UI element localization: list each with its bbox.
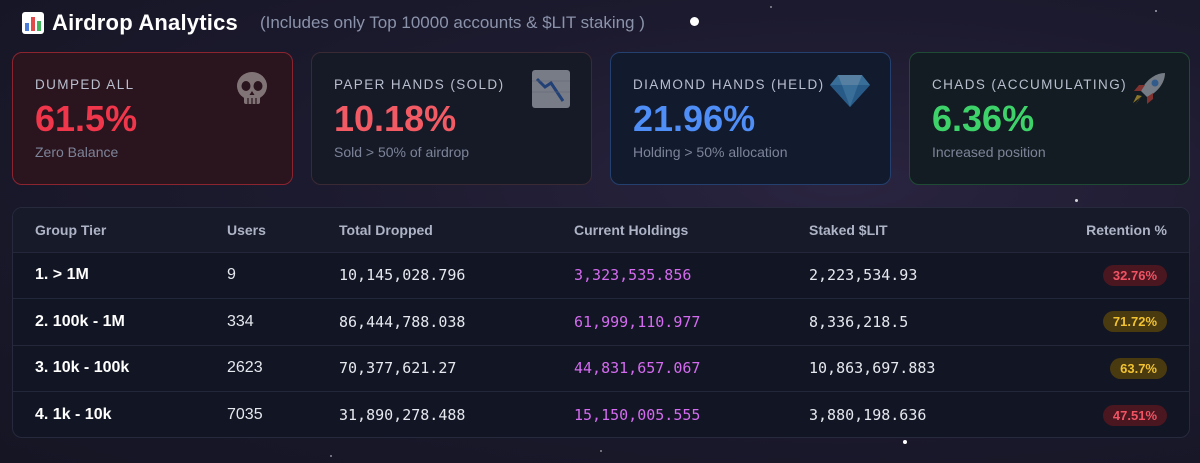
column-header-retention[interactable]: Retention % <box>1022 208 1189 252</box>
card-diamond-hands: DIAMOND HANDS (HELD) 21.96% Holding > 50… <box>610 52 891 185</box>
column-header-dropped[interactable]: Total Dropped <box>317 208 552 252</box>
cell-tier: 2. 100k - 1M <box>13 298 205 345</box>
star-decoration <box>1155 10 1157 12</box>
rocket-icon <box>1133 73 1165 105</box>
card-title: CHADS (ACCUMULATING) <box>932 77 1128 92</box>
cell-holdings: 61,999,110.977 <box>552 298 787 345</box>
stat-cards: DUMPED ALL 61.5% Zero Balance PAPER HAND… <box>12 52 1190 185</box>
cell-users: 9 <box>205 251 317 299</box>
star-decoration <box>330 455 332 457</box>
retention-badge: 32.76% <box>1102 264 1167 286</box>
card-value: 6.36% <box>932 98 1035 139</box>
cell-dropped: 10,145,028.796 <box>317 251 552 299</box>
cell-holdings: 44,831,657.067 <box>552 344 787 392</box>
card-subtitle: Holding > 50% allocation <box>633 144 788 160</box>
cell-dropped: 70,377,621.27 <box>317 344 552 392</box>
cell-users: 334 <box>205 298 317 345</box>
gem-icon <box>830 75 870 107</box>
card-paper-hands: PAPER HANDS (SOLD) 10.18% Sold > 50% of … <box>311 52 592 185</box>
cell-retention: 47.51% <box>1022 391 1189 437</box>
page-header: Airdrop Analytics (Includes only Top 100… <box>22 8 645 38</box>
column-header-users[interactable]: Users <box>205 208 317 252</box>
cell-holdings: 3,323,535.856 <box>552 251 787 299</box>
card-dumped-all: DUMPED ALL 61.5% Zero Balance <box>12 52 293 185</box>
card-value: 21.96% <box>633 98 756 139</box>
page-subtitle: (Includes only Top 10000 accounts & $LIT… <box>259 13 645 32</box>
column-header-holdings[interactable]: Current Holdings <box>552 208 787 252</box>
star-decoration <box>770 6 772 8</box>
cell-retention: 71.72% <box>1022 298 1189 345</box>
cell-users: 7035 <box>205 391 317 437</box>
star-decoration <box>903 440 907 444</box>
cell-holdings: 15,150,005.555 <box>552 391 787 437</box>
bar-chart-icon <box>22 12 44 34</box>
cell-retention: 63.7% <box>1022 344 1189 392</box>
table-row: 4. 1k - 10k 7035 31,890,278.488 15,150,0… <box>13 391 1189 437</box>
cell-staked: 2,223,534.93 <box>787 251 1022 299</box>
retention-badge: 47.51% <box>1102 404 1167 426</box>
card-title: PAPER HANDS (SOLD) <box>334 77 505 92</box>
cell-staked: 8,336,218.5 <box>787 298 1022 345</box>
table-header-row: Group Tier Users Total Dropped Current H… <box>13 208 1189 252</box>
skull-icon <box>237 72 267 104</box>
card-value: 10.18% <box>334 98 457 139</box>
page-title: Airdrop Analytics <box>52 10 238 35</box>
cell-tier: 1. > 1M <box>13 251 205 299</box>
column-header-tier[interactable]: Group Tier <box>13 208 205 252</box>
cell-tier: 3. 10k - 100k <box>13 344 205 392</box>
card-chads: CHADS (ACCUMULATING) 6.36% Increased pos… <box>909 52 1190 185</box>
card-subtitle: Sold > 50% of airdrop <box>334 144 470 160</box>
cell-dropped: 86,444,788.038 <box>317 298 552 345</box>
cell-retention: 32.76% <box>1022 251 1189 299</box>
table-row: 3. 10k - 100k 2623 70,377,621.27 44,831,… <box>13 344 1189 392</box>
card-title: DUMPED ALL <box>35 77 135 92</box>
retention-badge: 63.7% <box>1110 357 1167 379</box>
cell-dropped: 31,890,278.488 <box>317 391 552 437</box>
table-row: 2. 100k - 1M 334 86,444,788.038 61,999,1… <box>13 298 1189 345</box>
star-decoration <box>600 450 602 452</box>
chart-down-icon <box>532 70 570 108</box>
cell-staked: 3,880,198.636 <box>787 391 1022 437</box>
card-value: 61.5% <box>35 98 138 139</box>
card-title: DIAMOND HANDS (HELD) <box>633 77 825 92</box>
table-row: 1. > 1M 9 10,145,028.796 3,323,535.856 2… <box>13 251 1189 299</box>
card-subtitle: Zero Balance <box>35 144 119 160</box>
star-decoration <box>1075 199 1078 202</box>
star-decoration <box>690 17 699 26</box>
cell-staked: 10,863,697.883 <box>787 344 1022 392</box>
card-subtitle: Increased position <box>932 144 1046 160</box>
tier-table: Group Tier Users Total Dropped Current H… <box>12 207 1190 438</box>
cell-tier: 4. 1k - 10k <box>13 391 205 437</box>
column-header-staked[interactable]: Staked $LIT <box>787 208 1022 252</box>
cell-users: 2623 <box>205 344 317 392</box>
retention-badge: 71.72% <box>1102 311 1167 333</box>
